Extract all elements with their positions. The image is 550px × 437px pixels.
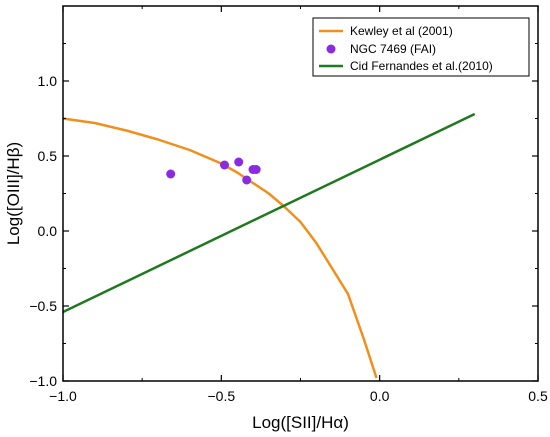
x-tick-label: −0.5 bbox=[208, 388, 236, 404]
scatter-point bbox=[166, 169, 176, 179]
y-tick-label: 1.0 bbox=[38, 73, 58, 89]
legend-box bbox=[312, 17, 530, 77]
ticks-layer: −1.0 −0.5 0.0 0.5 −1.0 −0.5 0.0 0.5 1.0 bbox=[29, 6, 548, 404]
y-tick-label: −0.5 bbox=[29, 298, 57, 314]
y-axis-label: Log([OIII]/Hβ) bbox=[4, 142, 23, 245]
y-tick-label: 0.5 bbox=[38, 148, 58, 164]
scatter-point bbox=[251, 165, 261, 174]
x-tick-label: 0.5 bbox=[528, 388, 548, 404]
x-axis-label: Log([SII]/Hα) bbox=[252, 413, 349, 432]
legend-ngc-swatch bbox=[326, 44, 336, 54]
legend-ngc-label: NGC 7469 (FAI) bbox=[350, 42, 436, 56]
legend: Kewley et al (2001) NGC 7469 (FAI) Cid F… bbox=[312, 17, 530, 77]
x-tick-label: 0.0 bbox=[370, 388, 390, 404]
scatter-point bbox=[234, 157, 244, 167]
series-line-2 bbox=[63, 112, 476, 314]
series-layer bbox=[63, 112, 476, 379]
y-tick-label: 0.0 bbox=[38, 223, 58, 239]
y-tick-label: −1.0 bbox=[29, 373, 57, 389]
x-tick-label: −1.0 bbox=[49, 388, 77, 404]
scatter-point bbox=[220, 160, 229, 170]
series-line-0 bbox=[63, 117, 378, 379]
legend-cid-label: Cid Fernandes et al.(2010) bbox=[350, 59, 493, 73]
legend-kewley-label: Kewley et al (2001) bbox=[350, 24, 453, 38]
scatter-point bbox=[242, 175, 252, 185]
